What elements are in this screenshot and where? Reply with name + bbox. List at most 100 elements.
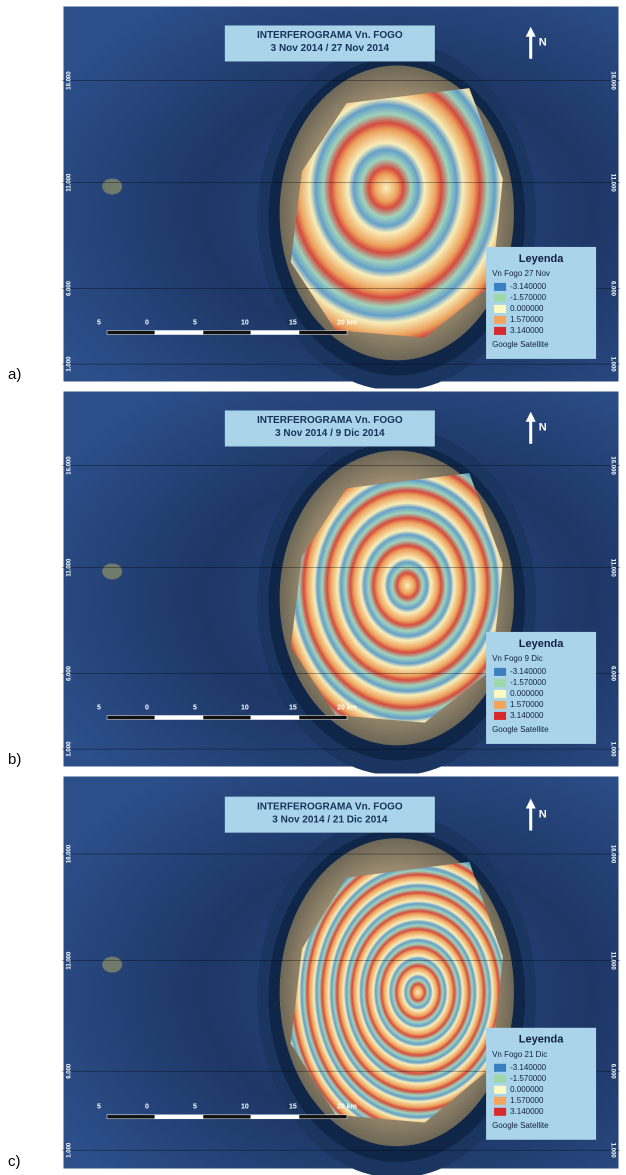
legend-title: Leyenda [519,638,565,650]
north-label: N [539,37,547,49]
scale-label: 20 km [337,1104,357,1111]
scale-label: 20 km [337,704,357,711]
legend-entry: 1.570000 [510,315,544,324]
legend-entry: 3.140000 [510,1107,544,1116]
legend-swatch [494,679,506,687]
scale-segment [299,1115,347,1119]
legend-entry: 0.000000 [510,1085,544,1094]
legend-swatch [494,1086,506,1094]
legend-swatch [494,668,506,676]
legend-entry: 3.140000 [510,326,544,335]
scale-segment [107,331,155,335]
north-label: N [539,422,547,434]
legend-layer: Vn Fogo 9 Dic [492,654,543,663]
grid-label-left: 1.000 [67,356,73,372]
north-label: N [539,808,547,820]
map-panel: a) 1.000 1.000 6.000 6.000 11.000 11.000 16.000… [8,5,626,391]
scale-label: 10 [241,1104,249,1111]
grid-label-right: 16.000 [609,845,615,864]
scale-label: 15 [289,319,297,326]
legend-entry: 1.570000 [510,1096,544,1105]
scale-label: 15 [289,1104,297,1111]
scale-segment [251,331,299,335]
legend-entry: -3.140000 [510,1063,547,1072]
map-title: 3 Nov 2014 / 21 Dic 2014 [272,814,388,825]
legend-title: Leyenda [519,253,565,265]
map-title: INTERFEROGRAMA Vn. FOGO [257,30,403,41]
figure: a) 1.000 1.000 6.000 6.000 11.000 11.000 16.000… [0,0,626,1175]
scale-segment [155,1115,203,1119]
map-title: 3 Nov 2014 / 27 Nov 2014 [271,43,390,54]
legend-source: Google Satellite [492,340,549,349]
scale-segment [251,716,299,720]
grid-label-right: 16.000 [609,71,615,90]
panel-label: a) [8,366,21,383]
panel-label: c) [8,1153,21,1170]
map-title: INTERFEROGRAMA Vn. FOGO [257,801,403,812]
scale-label: 5 [193,1104,197,1111]
scale-label: 5 [97,704,101,711]
scale-label: 0 [145,704,149,711]
legend-entry: 0.000000 [510,304,544,313]
legend-entry: -3.140000 [510,667,547,676]
scale-label: 15 [289,704,297,711]
legend-swatch [494,294,506,302]
grid-label-left: 11.000 [67,173,73,192]
scale-segment [203,1115,251,1119]
legend-entry: -1.570000 [510,293,547,302]
scale-label: 10 [241,319,249,326]
scale-segment [299,331,347,335]
legend-swatch [494,1097,506,1105]
grid-label-right: 11.000 [609,952,615,971]
legend-swatch [494,712,506,720]
scale-label: 5 [97,1104,101,1111]
legend-entry: -1.570000 [510,678,547,687]
scale-segment [203,716,251,720]
legend-swatch [494,701,506,709]
legend-layer: Vn Fogo 27 Nov [492,269,550,278]
scale-label: 5 [97,319,101,326]
grid-label-right: 11.000 [609,174,615,193]
panel-label: b) [8,751,21,768]
legend-swatch [494,690,506,698]
map-panel: b)1.0001.0006.0006.00011.00011.00016.000… [8,390,626,776]
scale-label: 10 [241,704,249,711]
scale-label: 20 km [337,319,357,326]
grid-label-left: 11.000 [67,951,73,970]
legend-entry: 1.570000 [510,700,544,709]
scale-label: 0 [145,1104,149,1111]
scale-segment [107,1115,155,1119]
legend-source: Google Satellite [492,725,549,734]
map-title: 3 Nov 2014 / 9 Dic 2014 [275,428,385,439]
grid-label-right: 6.000 [609,1064,615,1080]
page: a) 1.000 1.000 6.000 6.000 11.000 11.000 16.000… [0,0,626,1175]
scale-label: 5 [193,704,197,711]
legend-title: Leyenda [519,1034,565,1046]
grid-label-right: 16.000 [609,456,615,475]
map-panel: c) 1.000 1.000 6.000 6.000 11.000 11.000 16.000… [8,775,626,1175]
grid-label-right: 11.000 [609,559,615,578]
grid-label-left: 1.000 [67,741,73,757]
grid-label-left: 11.000 [67,558,73,577]
grid-label-right: 6.000 [609,281,615,297]
legend-entry: -3.140000 [510,282,547,291]
grid-label-left: 1.000 [67,1142,73,1158]
grid-label-right: 6.000 [609,666,615,682]
legend-swatch [494,305,506,313]
grid-label-left: 16.000 [67,456,73,475]
grid-label-right: 1.000 [609,357,615,373]
grid-label-left: 16.000 [67,71,73,90]
legend-swatch [494,1108,506,1116]
grid-label-left: 6.000 [67,280,73,296]
scale-segment [155,331,203,335]
islet [102,178,122,194]
islet [102,563,122,579]
legend-entry: -1.570000 [510,1074,547,1083]
grid-label-right: 1.000 [609,1143,615,1159]
legend-layer: Vn Fogo 21 Dic [492,1050,547,1059]
legend-entry: 0.000000 [510,689,544,698]
legend-swatch [494,1064,506,1072]
grid-label-left: 6.000 [67,1063,73,1079]
grid-label-right: 1.000 [609,742,615,758]
legend-swatch [494,327,506,335]
